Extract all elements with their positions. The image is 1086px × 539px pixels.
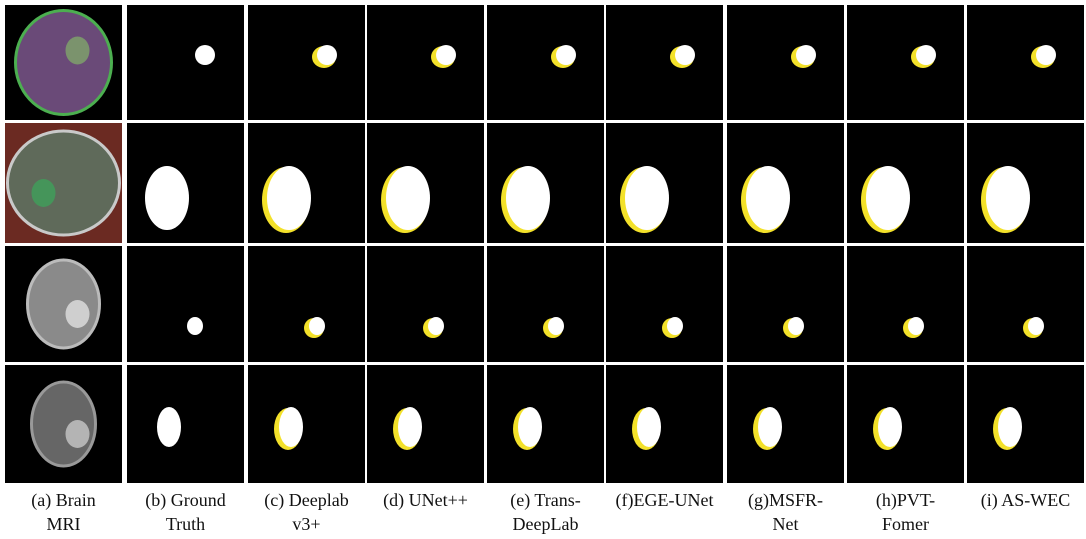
image-cell (248, 5, 365, 120)
mask (998, 407, 1022, 447)
mask (796, 45, 816, 65)
caption: v3+ (292, 514, 320, 534)
lesion (32, 179, 56, 207)
image-cell (606, 246, 723, 362)
mask (758, 407, 782, 447)
caption: (i) AS-WEC (981, 490, 1071, 511)
lesion (66, 37, 90, 65)
caption: (f)EGE-UNet (616, 490, 714, 511)
image-cell (967, 365, 1084, 483)
figure: (a) Brain MRI (b) Ground Truth (c) Deeplab v3… (0, 0, 1086, 539)
image-cell (127, 365, 244, 483)
brain (32, 382, 96, 466)
image-cell (487, 5, 604, 120)
brain (28, 260, 100, 348)
image-cell (727, 246, 844, 362)
mask (279, 407, 303, 447)
caption: Net (773, 514, 799, 534)
mask (506, 166, 550, 230)
mask (625, 166, 669, 230)
lesion (66, 420, 90, 448)
caption: (d) UNet++ (383, 490, 468, 511)
image-cell (367, 246, 484, 362)
mask (1036, 45, 1056, 65)
brain (16, 11, 112, 115)
mask (428, 317, 444, 335)
mask (187, 317, 203, 335)
brain (8, 131, 120, 235)
image-cell (606, 5, 723, 120)
mask (436, 45, 456, 65)
mask (195, 45, 215, 65)
mask (556, 45, 576, 65)
mask (916, 45, 936, 65)
mask (746, 166, 790, 230)
caption: (a) Brain (31, 490, 95, 511)
mask (986, 166, 1030, 230)
image-cell (727, 365, 844, 483)
caption: (g)MSFR- (748, 490, 823, 511)
image-cell (727, 5, 844, 120)
image-cell (248, 246, 365, 362)
image-cell (606, 365, 723, 483)
image-cell (367, 365, 484, 483)
caption: Truth (166, 514, 205, 534)
mask (157, 407, 181, 447)
mask (637, 407, 661, 447)
image-cell (487, 246, 604, 362)
mask (267, 166, 311, 230)
mask (386, 166, 430, 230)
caption: MRI (46, 514, 80, 534)
mask (878, 407, 902, 447)
mask (866, 166, 910, 230)
caption: (b) Ground (145, 490, 225, 511)
image-cell (487, 365, 604, 483)
caption: Fomer (882, 514, 929, 534)
mask (398, 407, 422, 447)
mask (667, 317, 683, 335)
mask (309, 317, 325, 335)
caption: (h)PVT- (876, 490, 935, 511)
mask (675, 45, 695, 65)
image-cell (967, 5, 1084, 120)
image-cell (847, 246, 964, 362)
mask (145, 166, 189, 230)
caption: (e) Trans- (510, 490, 581, 511)
mask (518, 407, 542, 447)
image-cell (847, 365, 964, 483)
image-cell (127, 5, 244, 120)
mask (548, 317, 564, 335)
image-cell (248, 365, 365, 483)
mask (317, 45, 337, 65)
image-cell (847, 5, 964, 120)
mask (908, 317, 924, 335)
mask (1028, 317, 1044, 335)
mask (788, 317, 804, 335)
caption: (c) Deeplab (264, 490, 348, 511)
caption: DeepLab (513, 514, 579, 534)
image-cell (967, 246, 1084, 362)
image-cell (367, 5, 484, 120)
image-cell (127, 246, 244, 362)
lesion (66, 300, 90, 328)
